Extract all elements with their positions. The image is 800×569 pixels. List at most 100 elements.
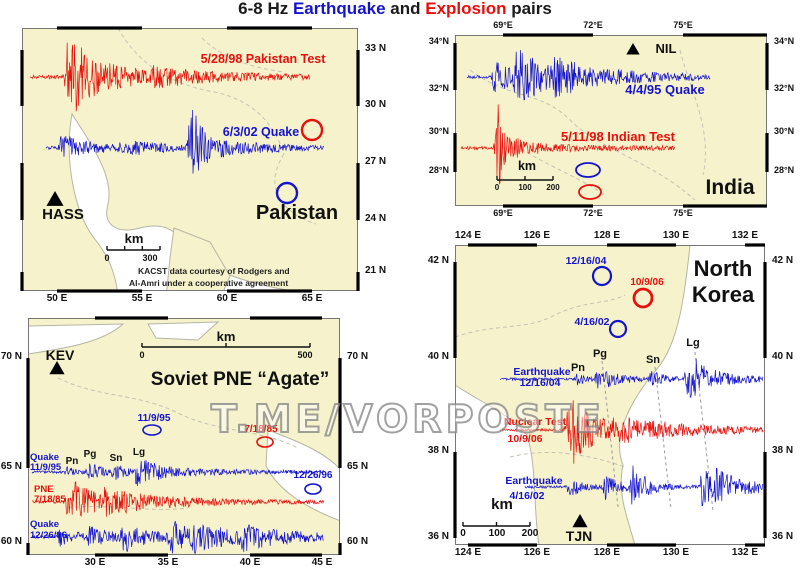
seismogram-trace-red (29, 42, 310, 112)
phase-label-lg: Lg (132, 447, 146, 458)
scalebar-tick: 100 (488, 528, 506, 539)
trace-label-earthquake: Earthquake (505, 475, 563, 487)
axis-label-lat: 33 N (365, 43, 387, 54)
axis-label-lat: 60 N (347, 536, 369, 547)
scalebar-unit: km (216, 329, 236, 344)
axis-label-lon: 55 E (131, 293, 153, 304)
title-prefix: 6-8 Hz (238, 0, 293, 18)
scalebar-tick: 500 (297, 350, 313, 360)
trace-label-earthquake: 11/9/95 (30, 462, 62, 473)
axis-label-lon: 126 E (523, 547, 551, 558)
panel-north-korea: 12/16/04 10/9/06 4/16/02 North Korea Lg Pg Sn Pn… (428, 230, 793, 557)
axis-label-lon: 130 E (662, 547, 690, 558)
axis-label-lat: 30°N (774, 126, 795, 136)
axis-label-lat: 40 N (427, 351, 449, 362)
axis-label-lat: 30 N (365, 99, 387, 110)
region-label: Korea (691, 282, 755, 307)
axis-label-lat: 65 N (347, 461, 369, 472)
scalebar-tick: 300 (142, 253, 158, 263)
title-explosion: Explosion (425, 0, 507, 18)
station-triangle-icon (49, 361, 65, 375)
axis-label-lat: 24 N (365, 213, 387, 224)
axis-label-lat: 36 N (772, 531, 794, 542)
axis-label-lon: 75°E (673, 208, 693, 218)
station-label: KEV (45, 347, 75, 363)
axis-label-lat: 34°N (428, 36, 449, 46)
axis-label-lat: 34°N (774, 36, 795, 46)
seismogram-trace-blue (524, 465, 763, 507)
station-label: NIL (655, 41, 677, 56)
axis-label-lat: 65 N (0, 461, 22, 472)
axis-label-lon: 126 E (523, 230, 551, 241)
axis-label-lon: 132 E (731, 230, 759, 241)
axis-label-lon: 128 E (593, 230, 621, 241)
scalebar-tick: 0 (494, 183, 500, 192)
phase-label-pg: Pg (83, 449, 97, 460)
event-location-marker (575, 162, 601, 178)
station-label: TJN (565, 528, 593, 544)
map-canvas (20, 26, 360, 293)
region-label: Pakistan (255, 202, 339, 224)
seismogram-trace-blue (466, 49, 711, 101)
axis-label-lon: 124 E (454, 230, 482, 241)
trace-label-earthquake: 12/26/96 (30, 530, 67, 541)
event-date-label: 11/9/95 (137, 413, 171, 424)
trace-label-earthquake: 4/4/95 Quake (625, 82, 705, 97)
axis-label-lat: 70 N (347, 351, 369, 362)
axis-label-lat: 42 N (772, 255, 794, 266)
axis-label-lon: 30 E (84, 557, 106, 568)
axis-label-lat: 42 N (427, 255, 449, 266)
region-label: North (693, 256, 753, 281)
axis-label-lon: 45 E (311, 557, 333, 568)
station-triangle-icon (572, 514, 588, 528)
event-date-label: 12/26/96 (293, 470, 333, 481)
axis-label-lat: 36 N (427, 531, 449, 542)
axis-label-lat: 30°N (428, 126, 449, 136)
scalebar-unit: km (124, 231, 144, 246)
axis-label-lon: 40 E (239, 557, 261, 568)
event-location-marker (275, 181, 299, 205)
axis-label-lat: 32°N (428, 83, 449, 93)
axis-label-lat: 40 N (772, 351, 794, 362)
map-canvas (453, 243, 767, 547)
seismogram-trace-blue (31, 521, 324, 555)
station-triangle-icon (46, 191, 64, 206)
event-location-marker (300, 118, 324, 142)
event-date-label: 12/16/04 (565, 255, 607, 267)
trace-label-earthquake: Earthquake (513, 366, 571, 378)
seismogram-trace-red (31, 481, 324, 517)
axis-label-lon: 60 E (216, 293, 238, 304)
event-location-marker (578, 184, 602, 200)
axis-label-lon: 69°E (493, 208, 513, 218)
trace-label-earthquake: Quake (30, 452, 60, 463)
seismogram-trace-blue (31, 460, 324, 487)
scalebar-tick: 200 (521, 528, 539, 539)
scalebar-tick: 0 (460, 528, 466, 539)
axis-label-lon: 130 E (662, 230, 690, 241)
axis-label-lat: 27 N (365, 156, 387, 167)
axis-label-lat: 70 N (0, 351, 22, 362)
phase-label-sn: Sn (645, 354, 661, 366)
axis-label-lat: 32°N (774, 83, 795, 93)
axis-label-lon: 35 E (157, 557, 179, 568)
axis-label-lat: 38 N (427, 445, 449, 456)
axis-label-lat: 60 N (0, 536, 22, 547)
event-location-marker (142, 424, 162, 436)
scalebar-tick: 100 (518, 183, 532, 192)
axis-label-lon: 72°E (583, 20, 603, 30)
axis-label-lon: 69°E (493, 20, 513, 30)
panel-india: NIL 4/4/95 Quake 5/11/98 Indian Test India k… (429, 20, 794, 217)
trace-label-explosion: Nuclear Test (503, 416, 567, 428)
seismogram-trace-red (499, 400, 764, 464)
panel-soviet-pne: km 0 500 KEV Soviet PNE “Agate” 11/9/95 7/18/8… (1, 316, 368, 568)
axis-label-lon: 128 E (593, 547, 621, 558)
trace-label-earthquake: 4/16/02 (509, 490, 545, 502)
trace-label-explosion: 10/9/06 (507, 433, 543, 445)
axis-label-lat: 38 N (772, 445, 794, 456)
phase-label-pn: Pn (570, 362, 586, 374)
axis-label-lon: 124 E (454, 547, 482, 558)
event-location-marker (591, 265, 613, 287)
event-location-marker (608, 319, 628, 339)
panel-pakistan: 5/28/98 Pakistan Test 6/3/02 Quake HASS Pak… (20, 26, 386, 304)
